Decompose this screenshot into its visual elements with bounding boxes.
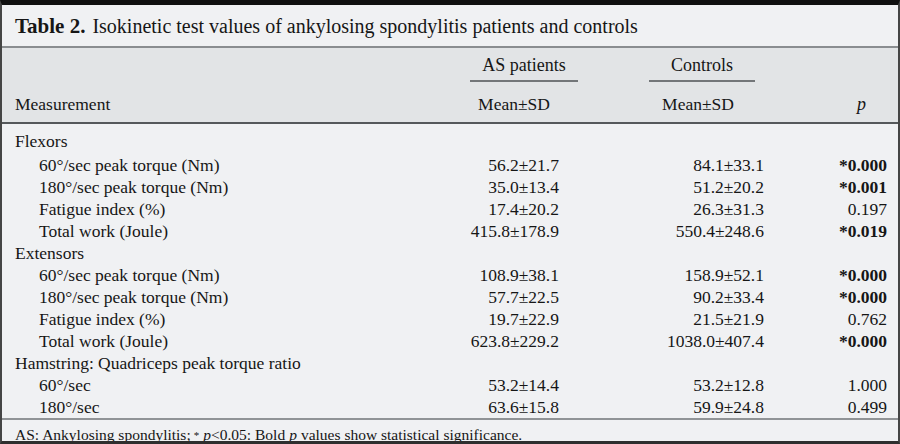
- p-value: 0.762: [766, 308, 898, 330]
- controls-group-header-cell: Controls: [564, 48, 766, 82]
- table-figure: Table 2. Isokinetic test values of ankyl…: [0, 0, 900, 444]
- table-header: AS patients Controls Measurement Mean±SD…: [2, 48, 898, 123]
- table-footnote: AS: Ankylosing spondylitis; * p <0.05: B…: [2, 418, 898, 444]
- as-patients-value: 57.7±22.5: [442, 286, 564, 308]
- controls-value: 158.9±52.1: [564, 264, 766, 286]
- footnote-abbreviation: AS: Ankylosing spondylitis;: [15, 426, 191, 444]
- footnote-p-symbol: p: [203, 426, 211, 444]
- group-label: Flexors: [2, 123, 898, 154]
- p-value: 0.499: [766, 396, 898, 418]
- controls-value: 1038.0±407.4: [564, 330, 766, 352]
- as-patients-value: 53.2±14.4: [442, 374, 564, 396]
- p-value: *0.001: [766, 176, 898, 198]
- measurement-cell: Total work (Joule): [2, 220, 442, 242]
- group-label: Hamstring: Quadriceps peak torque ratio: [2, 352, 898, 374]
- group-row: Hamstring: Quadriceps peak torque ratio: [2, 352, 898, 374]
- p-value: *0.000: [766, 154, 898, 176]
- controls-value: 84.1±33.1: [564, 154, 766, 176]
- as-patients-value: 17.4±20.2: [442, 198, 564, 220]
- table-row: 180°/sec peak torque (Nm) 35.0±13.4 51.2…: [2, 176, 898, 198]
- table-number-label: Table 2.: [15, 14, 85, 39]
- table-row: 60°/sec peak torque (Nm) 56.2±21.7 84.1±…: [2, 154, 898, 176]
- p-value: *0.000: [766, 286, 898, 308]
- table-row: 180°/sec 63.6±15.8 59.9±24.8 0.499: [2, 396, 898, 418]
- column-header-measurement: Measurement: [2, 82, 442, 123]
- as-patients-value: 623.8±229.2: [442, 330, 564, 352]
- footnote-significance-text: values show statistical significance.: [301, 426, 522, 444]
- table-row: Total work (Joule) 623.8±229.2 1038.0±40…: [2, 330, 898, 352]
- measurement-cell: Fatigue index (%): [2, 308, 442, 330]
- group-row: Flexors: [2, 123, 898, 154]
- table-caption: Table 2. Isokinetic test values of ankyl…: [2, 5, 898, 48]
- controls-group-header: Controls: [649, 53, 755, 82]
- table-body: Flexors 60°/sec peak torque (Nm) 56.2±21…: [2, 123, 898, 418]
- group-row: Extensors: [2, 242, 898, 264]
- measurement-cell: Total work (Joule): [2, 330, 442, 352]
- controls-value: 51.2±20.2: [564, 176, 766, 198]
- as-patients-value: 19.7±22.9: [442, 308, 564, 330]
- measurement-cell: 180°/sec peak torque (Nm): [2, 176, 442, 198]
- table-row: 60°/sec peak torque (Nm) 108.9±38.1 158.…: [2, 264, 898, 286]
- group-header-row: AS patients Controls: [2, 48, 898, 82]
- measurement-cell: 60°/sec peak torque (Nm): [2, 154, 442, 176]
- footnote-asterisk: *: [194, 429, 200, 441]
- footnote-p-symbol: p: [289, 426, 297, 444]
- as-patients-value: 35.0±13.4: [442, 176, 564, 198]
- measurement-cell: Fatigue index (%): [2, 198, 442, 220]
- as-patients-group-header: AS patients: [470, 53, 578, 82]
- table-row: Fatigue index (%) 17.4±20.2 26.3±31.3 0.…: [2, 198, 898, 220]
- controls-value: 21.5±21.9: [564, 308, 766, 330]
- measurement-cell: 60°/sec: [2, 374, 442, 396]
- controls-value: 59.9±24.8: [564, 396, 766, 418]
- p-value: *0.000: [766, 330, 898, 352]
- p-value: 1.000: [766, 374, 898, 396]
- as-patients-group-header-cell: AS patients: [442, 48, 564, 82]
- footnote-threshold-text: <0.05: Bold: [211, 426, 285, 444]
- measurement-cell: 60°/sec peak torque (Nm): [2, 264, 442, 286]
- p-value: *0.019: [766, 220, 898, 242]
- as-patients-value: 108.9±38.1: [442, 264, 564, 286]
- table-row: 180°/sec peak torque (Nm) 57.7±22.5 90.2…: [2, 286, 898, 308]
- column-header-mean-sd-as: Mean±SD: [442, 82, 564, 123]
- table-caption-text: Isokinetic test values of ankylosing spo…: [92, 15, 637, 38]
- group-label: Extensors: [2, 242, 898, 264]
- controls-value: 550.4±248.6: [564, 220, 766, 242]
- controls-value: 53.2±12.8: [564, 374, 766, 396]
- measurement-cell: 180°/sec peak torque (Nm): [2, 286, 442, 308]
- data-table: AS patients Controls Measurement Mean±SD…: [2, 48, 898, 418]
- controls-value: 26.3±31.3: [564, 198, 766, 220]
- column-header-p: p: [766, 82, 898, 123]
- table-row: Fatigue index (%) 19.7±22.9 21.5±21.9 0.…: [2, 308, 898, 330]
- controls-value: 90.2±33.4: [564, 286, 766, 308]
- table-row: 60°/sec 53.2±14.4 53.2±12.8 1.000: [2, 374, 898, 396]
- column-header-mean-sd-controls: Mean±SD: [564, 82, 766, 123]
- as-patients-value: 415.8±178.9: [442, 220, 564, 242]
- measurement-cell: 180°/sec: [2, 396, 442, 418]
- empty-header-cell: [2, 48, 442, 82]
- column-header-row: Measurement Mean±SD Mean±SD p: [2, 82, 898, 123]
- as-patients-value: 63.6±15.8: [442, 396, 564, 418]
- as-patients-value: 56.2±21.7: [442, 154, 564, 176]
- p-value: *0.000: [766, 264, 898, 286]
- p-value: 0.197: [766, 198, 898, 220]
- empty-header-cell: [766, 48, 898, 82]
- table-row: Total work (Joule) 415.8±178.9 550.4±248…: [2, 220, 898, 242]
